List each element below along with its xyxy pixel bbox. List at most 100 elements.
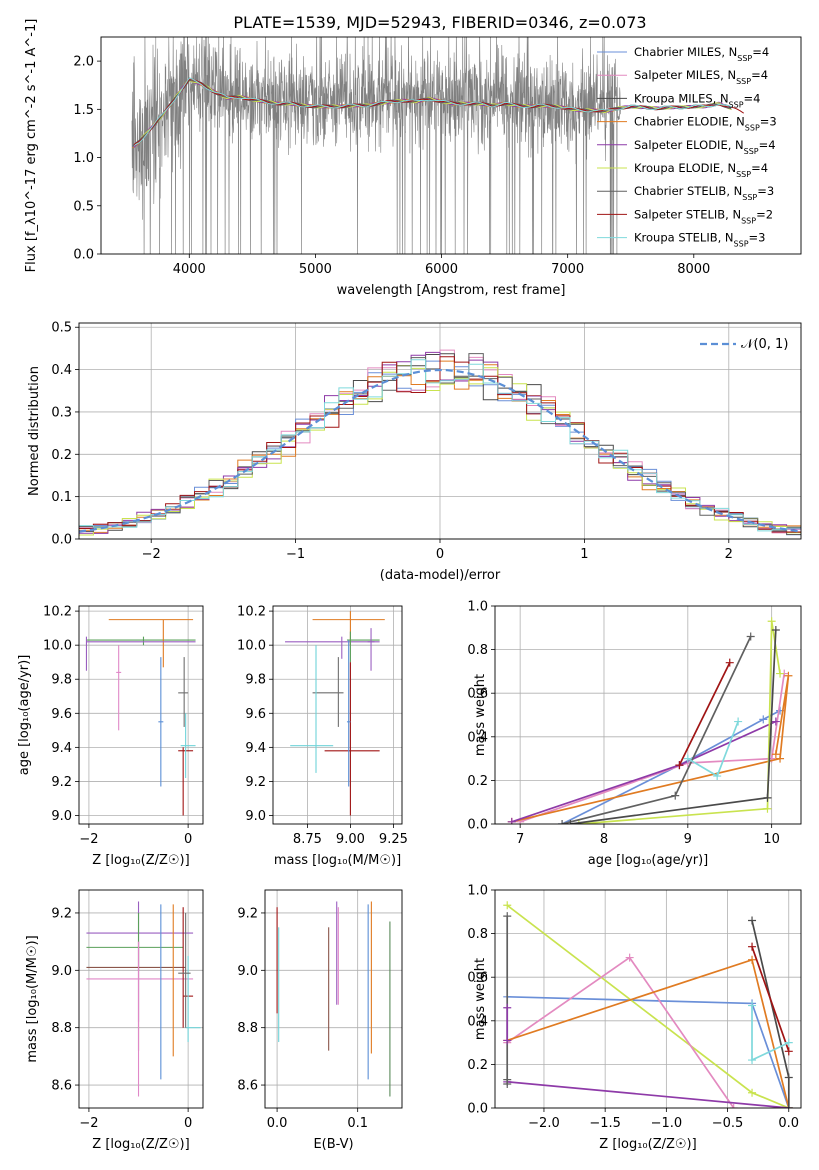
weight-marker <box>725 658 734 667</box>
y-axis-label: mass weight <box>473 674 488 756</box>
plot-area <box>507 617 793 824</box>
y-tick-label: 0.4 <box>467 730 488 745</box>
y-tick-label: 0.2 <box>51 448 72 463</box>
weight-marker <box>763 793 772 802</box>
legend-label: Kroupa STELIB, NSSP=3 <box>634 231 765 249</box>
legend-label: Kroupa ELODIE, NSSP=4 <box>634 161 768 179</box>
y-tick-label: 8.6 <box>237 1079 258 1094</box>
weight-marker <box>566 820 575 824</box>
y-tick-label: 1.5 <box>73 103 94 118</box>
weight-marker <box>748 1056 757 1065</box>
weight-marker <box>771 717 780 726</box>
x-tick-label: −1 <box>286 547 305 562</box>
x-axis-label: age [log₁₀(age/yr)] <box>588 853 709 868</box>
model-spectrum <box>134 77 732 146</box>
y-tick-label: 9.0 <box>237 964 258 979</box>
y-tick-label: 0.6 <box>467 971 488 986</box>
y-tick-label: 9.2 <box>51 775 72 790</box>
x-tick-label: −1.0 <box>651 1116 683 1131</box>
y-tick-label: 10.2 <box>43 605 72 620</box>
axes-frame <box>100 36 802 255</box>
y-tick-label: 9.6 <box>245 707 266 722</box>
x-tick-label: −1.5 <box>589 1116 621 1131</box>
weight-marker <box>771 625 780 634</box>
x-tick-label: −2 <box>79 1116 98 1131</box>
y-axis-label: mass weight <box>473 958 488 1040</box>
mass-vs-ebv-panel: 0.0 0.1 8.6 8.8 9.0 9.2 E(B-V) <box>237 889 403 1152</box>
weight-marker <box>507 817 516 824</box>
model-spectrum <box>133 78 744 145</box>
weight-series-line <box>751 946 790 1052</box>
axes-frame <box>264 889 403 1109</box>
x-tick-label: −0.5 <box>712 1116 744 1131</box>
weight-marker <box>625 953 634 962</box>
x-tick-label: 9 <box>684 832 692 847</box>
plot-area <box>503 901 793 1108</box>
x-tick-label: 1 <box>580 547 588 562</box>
weight-series-line <box>578 621 781 824</box>
age-vs-metallicity-panel: −2 0 9.0 9.2 9.4 9.6 9.8 10.0 10.2 Z [log₁₀(Z/Z☉)… <box>17 605 204 868</box>
legend-label: Salpeter MILES, NSSP=4 <box>634 68 768 86</box>
x-tick-label: 7 <box>516 832 524 847</box>
y-axis-label: age [log₁₀(age/yr)] <box>17 655 32 776</box>
age-vs-mass-panel: 8.75 9.00 9.25 9.0 9.2 9.4 9.6 9.8 10.0 10.2 mass … <box>237 605 408 868</box>
weight-series-line <box>519 673 786 823</box>
x-tick-label: −2.0 <box>528 1116 560 1131</box>
plot-area <box>79 349 801 536</box>
y-tick-label: 9.0 <box>245 809 266 824</box>
observed-spectrum <box>131 37 621 254</box>
weight-marker <box>683 754 692 763</box>
weight-marker <box>784 1038 793 1047</box>
y-tick-label: 0.8 <box>467 643 488 658</box>
y-tick-label: 0.4 <box>467 1014 488 1029</box>
plot-area <box>131 37 744 254</box>
weight-series-line <box>678 662 731 766</box>
y-tick-label: 9.6 <box>51 707 72 722</box>
y-tick-label: 8.6 <box>51 1079 72 1094</box>
y-tick-label: 10.2 <box>237 605 266 620</box>
x-axis-label: Z [log₁₀(Z/Z☉)] <box>92 853 189 868</box>
weight-marker <box>503 912 512 921</box>
weight-marker <box>784 671 793 680</box>
axes-frame <box>78 605 204 825</box>
legend-label: Salpeter ELODIE, NSSP=4 <box>634 138 776 156</box>
weight-series-line <box>570 629 777 824</box>
weight-marker <box>558 820 567 824</box>
y-axis-label: mass [log₁₀(M/M☉)] <box>25 935 40 1062</box>
x-tick-label: −2 <box>79 832 98 847</box>
legend-label: Salpeter STELIB, NSSP=2 <box>634 207 773 225</box>
y-tick-label: 0.4 <box>51 363 72 378</box>
x-tick-label: 0.0 <box>267 1116 288 1131</box>
y-tick-label: 0.0 <box>467 1102 488 1117</box>
plot-area <box>285 611 385 816</box>
y-tick-label: 9.2 <box>51 906 72 921</box>
y-tick-label: 8.8 <box>51 1021 72 1036</box>
legend-label: Chabrier MILES, NSSP=4 <box>634 45 769 63</box>
histogram-series <box>79 365 801 536</box>
x-axis-label: wavelength [Angstrom, rest frame] <box>337 283 566 298</box>
legend-label: 𝒩(0, 1) <box>741 337 788 352</box>
weight-marker <box>784 1073 793 1082</box>
x-tick-label: −2 <box>142 547 161 562</box>
y-tick-label: 9.4 <box>245 741 266 756</box>
x-tick-label: 0 <box>184 832 192 847</box>
weight-series-line <box>687 721 739 778</box>
legend-label: Chabrier ELODIE, NSSP=3 <box>634 115 777 133</box>
x-tick-label: 9.25 <box>379 832 408 847</box>
legend-label: Chabrier STELIB, NSSP=3 <box>634 184 774 202</box>
plot-area <box>85 619 196 816</box>
y-tick-label: 2.0 <box>73 55 94 70</box>
weight-series-line <box>751 920 790 1108</box>
legend-label: Kroupa MILES, NSSP=4 <box>634 91 760 109</box>
weight-marker <box>771 750 780 759</box>
weight-marker <box>748 942 757 951</box>
x-tick-label: 5000 <box>299 262 332 277</box>
y-axis-label: Normed distribution <box>27 366 42 496</box>
y-tick-label: 9.0 <box>51 809 72 824</box>
x-tick-label: 4000 <box>173 262 206 277</box>
x-tick-label: 2 <box>725 547 733 562</box>
weight-series-line <box>511 675 790 823</box>
weight-marker <box>759 715 768 724</box>
x-tick-label: 0.0 <box>778 1116 799 1131</box>
